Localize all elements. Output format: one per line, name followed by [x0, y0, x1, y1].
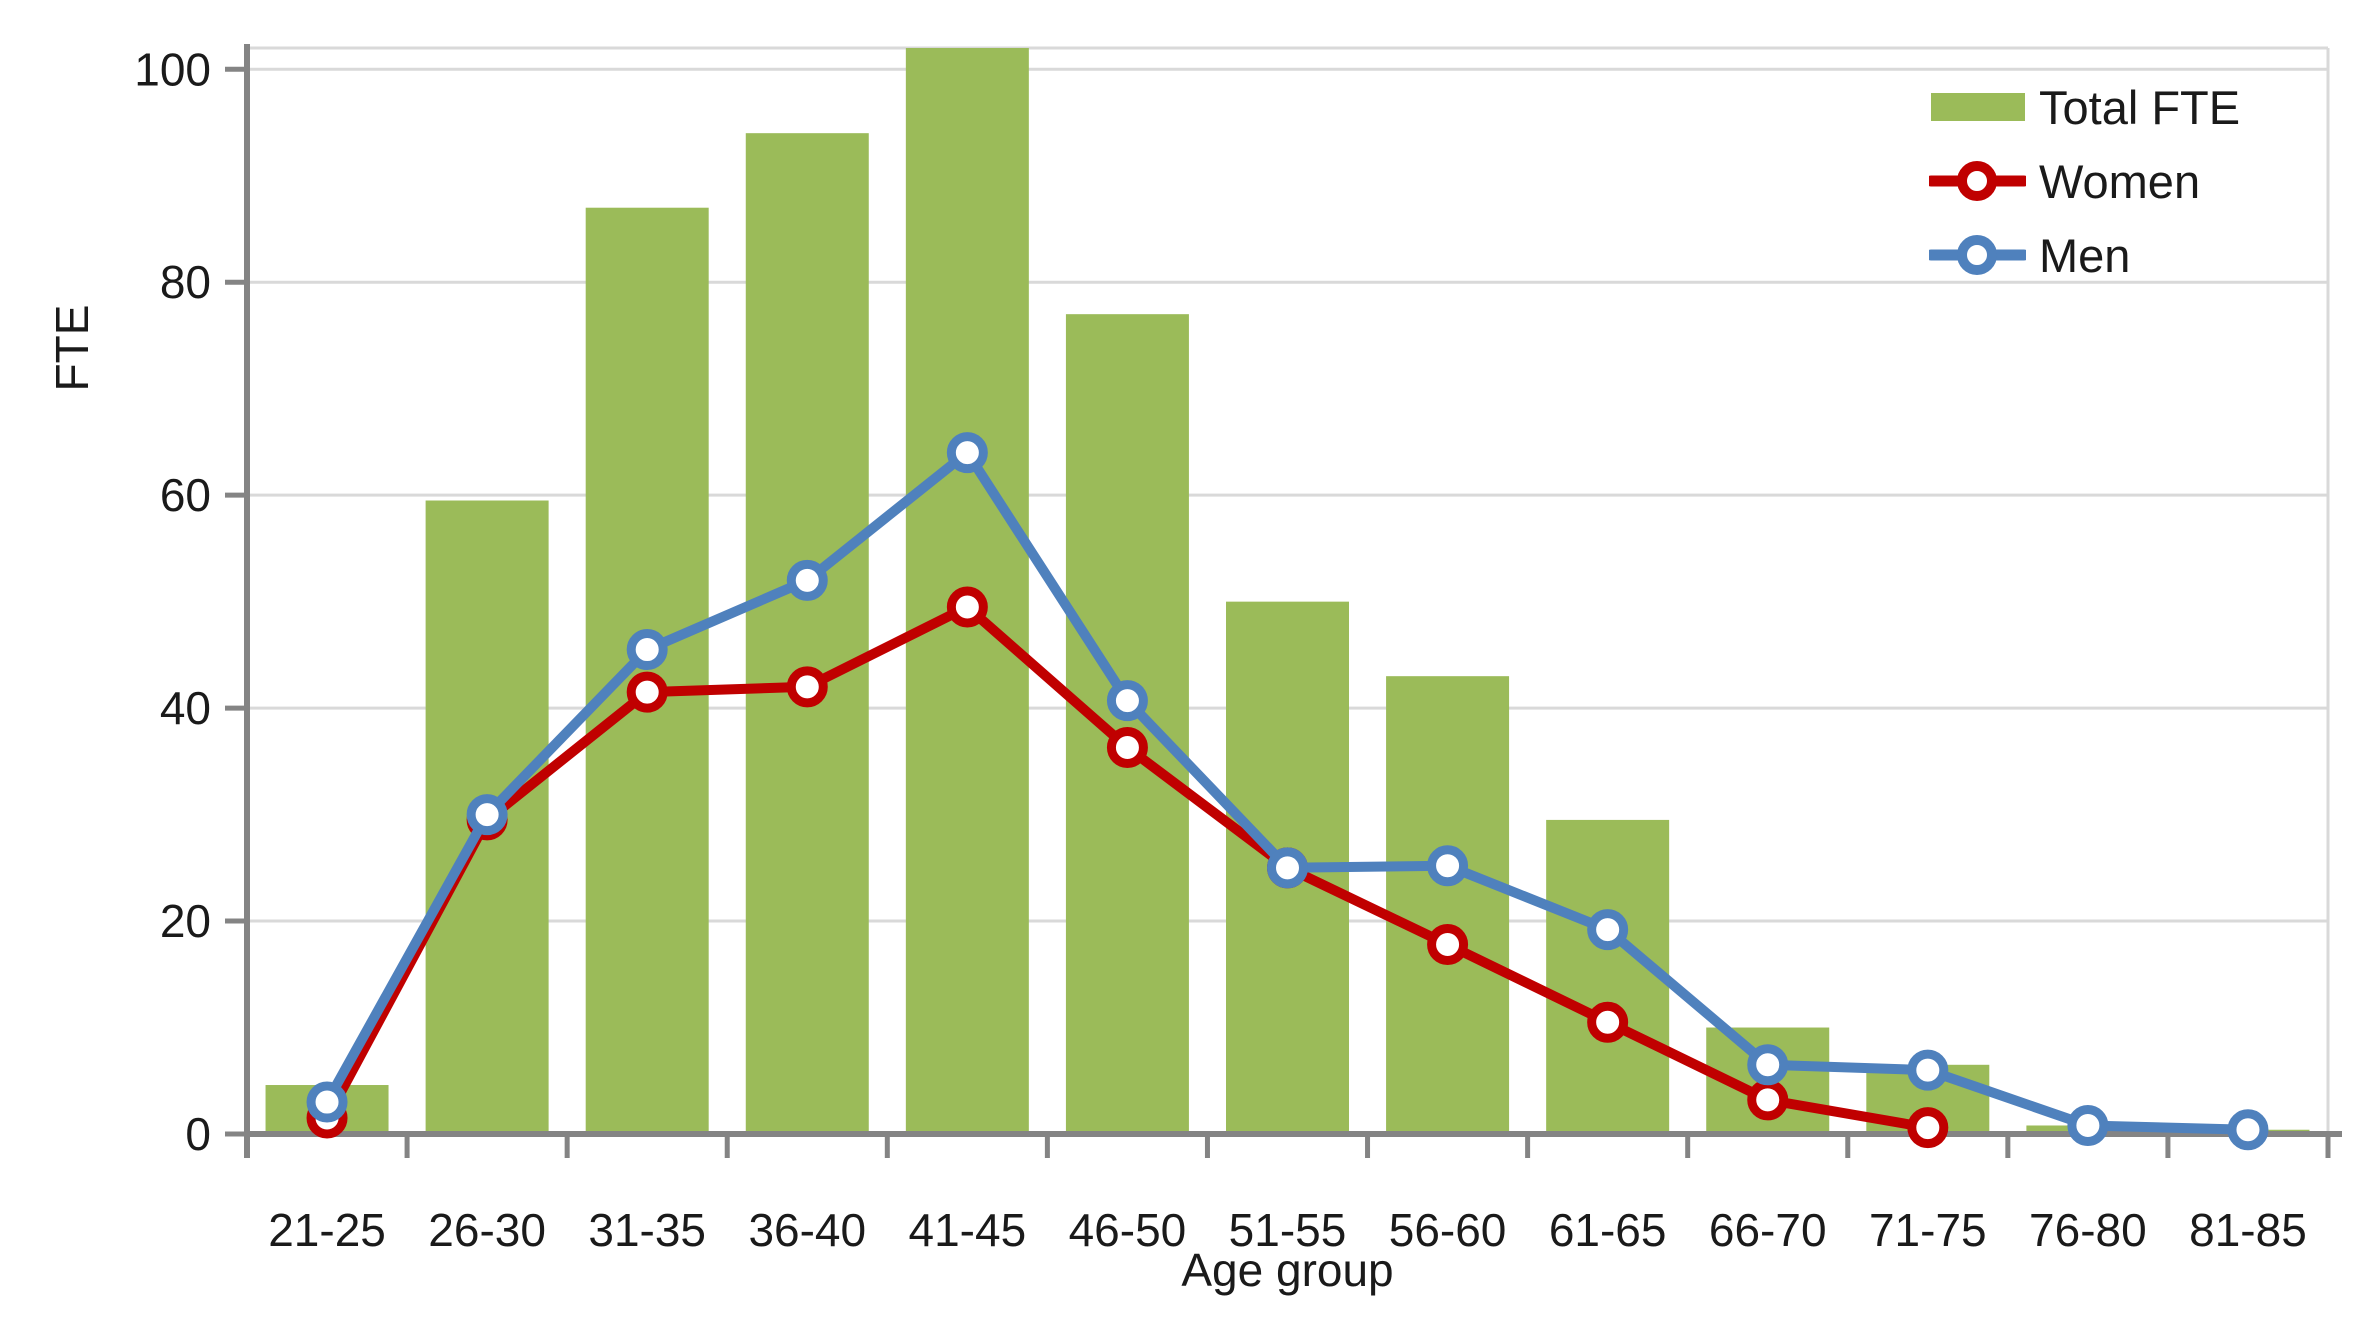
marker-men-76-80 — [2067, 1104, 2109, 1146]
marker-women-61-65 — [1587, 1001, 1629, 1043]
marker-women-71-75 — [1907, 1107, 1949, 1149]
legend-label-total-fte: Total FTE — [2039, 80, 2241, 134]
marker-men-41-45 — [946, 432, 988, 474]
marker-men-21-25 — [306, 1081, 348, 1123]
legend-item-women: Women — [1929, 144, 2240, 218]
marker-men-71-75 — [1907, 1049, 1949, 1091]
x-tick-label: 76-80 — [2029, 1204, 2147, 1256]
legend-item-total-fte: Total FTE — [1929, 70, 2240, 144]
x-tick-label: 41-45 — [909, 1204, 1027, 1256]
marker-men-66-70 — [1747, 1044, 1789, 1086]
marker-women-36-40 — [786, 666, 828, 708]
marker-men-26-30 — [466, 794, 508, 836]
y-axis-title: FTE — [46, 304, 98, 392]
marker-men-51-55 — [1267, 847, 1308, 889]
y-tick-label: 100 — [134, 43, 211, 95]
x-tick-label: 71-75 — [1869, 1204, 1987, 1256]
x-tick-label: 31-35 — [588, 1204, 706, 1256]
marker-women-56-60 — [1427, 923, 1469, 965]
legend-label-women: Women — [2039, 154, 2201, 208]
marker-women-66-70 — [1747, 1079, 1789, 1121]
bar-swatch-icon — [1931, 93, 2025, 121]
marker-men-81-85 — [2227, 1109, 2269, 1151]
legend-women-swatch — [1929, 144, 2026, 218]
y-tick-label: 0 — [185, 1108, 211, 1160]
marker-women-31-35 — [626, 671, 668, 713]
marker-women-46-50 — [1106, 727, 1148, 769]
x-tick-label: 56-60 — [1389, 1204, 1507, 1256]
y-tick-label: 80 — [160, 256, 211, 308]
x-tick-label: 46-50 — [1069, 1204, 1187, 1256]
x-tick-label: 66-70 — [1709, 1204, 1827, 1256]
legend-men-swatch — [1929, 218, 2026, 292]
marker-men-56-60 — [1427, 845, 1469, 887]
x-tick-label: 21-25 — [268, 1204, 386, 1256]
y-tick-label: 20 — [160, 895, 211, 947]
line-marker-swatch-icon — [1929, 161, 2026, 201]
marker-men-36-40 — [786, 559, 828, 601]
legend-item-men: Men — [1929, 218, 2240, 292]
marker-women-41-45 — [946, 586, 988, 628]
x-tick-label: 26-30 — [428, 1204, 546, 1256]
legend-label-men: Men — [2039, 228, 2131, 282]
bar-36-40 — [745, 133, 869, 1135]
x-tick-label: 51-55 — [1229, 1204, 1347, 1256]
x-tick-label: 61-65 — [1549, 1204, 1667, 1256]
x-tick-label: 36-40 — [748, 1204, 866, 1256]
bar-56-60 — [1386, 676, 1510, 1134]
line-marker-swatch-icon — [1929, 235, 2026, 275]
bar-61-65 — [1546, 819, 1670, 1134]
x-axis-title: Age group — [1181, 1244, 1394, 1296]
legend: Total FTE Women Men — [1929, 70, 2240, 292]
bar-31-35 — [585, 207, 709, 1135]
legend-bar-swatch — [1929, 70, 2026, 144]
y-tick-label: 60 — [160, 469, 211, 521]
y-tick-label: 40 — [160, 682, 211, 734]
marker-men-46-50 — [1106, 680, 1148, 722]
bar-46-50 — [1065, 314, 1189, 1134]
marker-men-61-65 — [1587, 909, 1629, 951]
marker-men-31-35 — [626, 629, 668, 671]
x-tick-label: 81-85 — [2189, 1204, 2307, 1256]
